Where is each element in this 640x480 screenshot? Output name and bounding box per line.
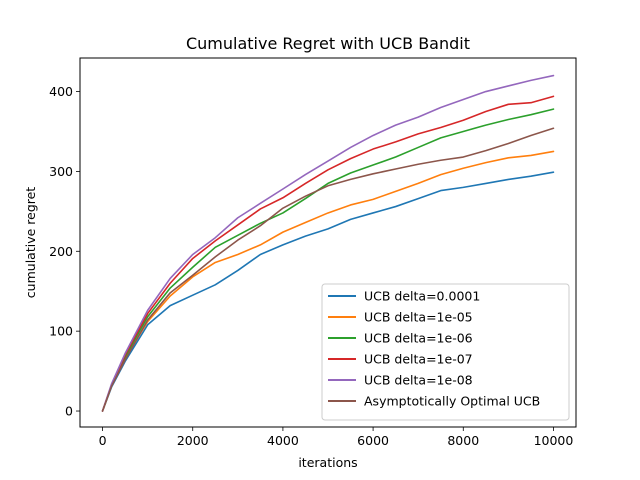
legend-label-0: UCB delta=0.0001 [364, 289, 480, 304]
x-tick-label-1: 2000 [177, 433, 209, 448]
x-tick-label-4: 8000 [447, 433, 479, 448]
x-tick-label-2: 4000 [267, 433, 299, 448]
x-tick-label-5: 10000 [534, 433, 574, 448]
y-axis-label: cumulative regret [23, 187, 38, 299]
series-line-4 [101, 74, 555, 412]
y-tick-label-2: 200 [49, 244, 73, 259]
y-axis-ticks: 0 100 200 300 400 [49, 84, 80, 419]
x-axis-ticks: 0 2000 4000 6000 8000 10000 [99, 427, 574, 448]
legend-label-1: UCB delta=1e-05 [364, 310, 473, 325]
legend-label-2: UCB delta=1e-06 [364, 331, 473, 346]
series-line-1 [101, 150, 555, 412]
x-axis-label: iterations [298, 455, 357, 470]
legend-box [321, 283, 570, 421]
legend-label-4: UCB delta=1e-08 [364, 373, 473, 388]
y-tick-label-3: 300 [49, 164, 73, 179]
y-tick-label-0: 0 [65, 404, 73, 419]
y-tick-label-4: 400 [49, 84, 73, 99]
series-line-0 [101, 171, 555, 412]
plot-frame [79, 57, 577, 428]
y-tick-label-1: 100 [49, 324, 73, 339]
chart-title: Cumulative Regret with UCB Bandit [186, 34, 470, 53]
series-layer [101, 74, 555, 412]
x-tick-label-0: 0 [99, 433, 107, 448]
series-line-3 [101, 95, 555, 412]
legend: UCB delta=0.0001 UCB delta=1e-05 UCB delta… [321, 283, 570, 421]
x-tick-label-3: 6000 [357, 433, 389, 448]
legend-label-5: Asymptotically Optimal UCB [364, 394, 540, 409]
series-line-5 [101, 127, 555, 412]
legend-label-3: UCB delta=1e-07 [364, 352, 473, 367]
